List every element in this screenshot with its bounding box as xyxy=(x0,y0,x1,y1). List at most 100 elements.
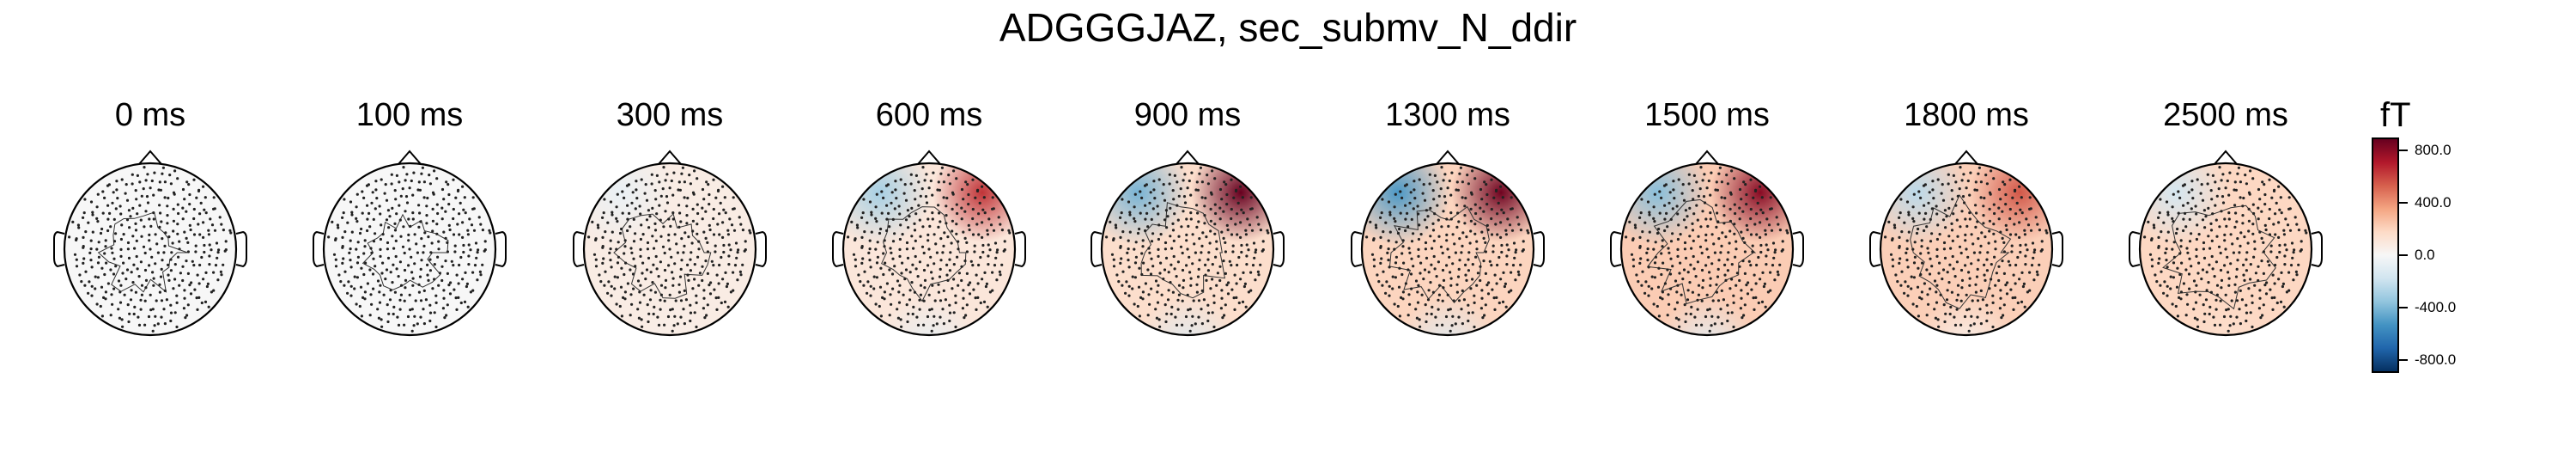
sensor-dot xyxy=(2012,273,2015,277)
sensor-dot xyxy=(1245,254,1249,258)
sensor-dot xyxy=(343,270,347,273)
sensor-dot xyxy=(629,314,632,317)
sensor-dot xyxy=(398,218,402,222)
sensor-dot xyxy=(905,303,908,307)
sensor-dot xyxy=(620,314,623,318)
sensor-dot xyxy=(403,323,406,327)
sensor-dot xyxy=(2184,225,2188,229)
sensor-dot xyxy=(103,272,106,277)
sensor-dot xyxy=(1913,255,1917,259)
sensor-dot xyxy=(1700,323,1704,327)
sensor-dot xyxy=(435,177,439,180)
sensor-dot xyxy=(1490,207,1493,211)
sensor-dot xyxy=(125,183,128,186)
sensor-dot xyxy=(1947,281,1951,284)
sensor-dot xyxy=(2247,287,2251,290)
sensor-dot xyxy=(860,235,864,239)
sensor-dot xyxy=(1721,231,1724,235)
sensor-dot xyxy=(355,220,359,223)
sensor-dot xyxy=(2210,239,2214,242)
sensor-dot xyxy=(723,300,727,303)
sensor-dot xyxy=(957,284,960,287)
sensor-dot xyxy=(701,187,705,192)
sensor-dot xyxy=(2171,247,2174,251)
sensor-dot xyxy=(437,240,440,243)
sensor-dot xyxy=(336,223,339,227)
sensor-dot xyxy=(1893,223,1896,227)
sensor-dot xyxy=(379,237,382,241)
sensor-dot xyxy=(1197,220,1200,223)
sensor-dot xyxy=(163,322,167,326)
sensor-dot xyxy=(1680,192,1684,195)
sensor-dot xyxy=(1735,272,1739,275)
sensor-dot xyxy=(663,299,666,302)
sensor-dot xyxy=(2165,239,2168,242)
field-bottom-patch xyxy=(1656,296,1759,335)
sensor-dot xyxy=(1683,241,1687,245)
sensor-dot xyxy=(1770,229,1774,232)
sensor-dot xyxy=(1387,200,1391,204)
sensor-dot xyxy=(1401,239,1405,242)
sensor-dot xyxy=(436,211,440,216)
sensor-dot xyxy=(392,305,396,308)
sensor-dot xyxy=(1225,223,1229,227)
sensor-dot xyxy=(629,268,632,272)
sensor-dot xyxy=(675,242,678,246)
sensor-dot xyxy=(1164,209,1168,212)
sensor-dot xyxy=(1473,325,1476,329)
sensor-dot xyxy=(2024,263,2027,266)
sensor-dot xyxy=(654,239,658,242)
sensor-dot xyxy=(131,281,135,284)
sensor-dot xyxy=(1658,211,1662,215)
sensor-dot xyxy=(1965,224,1969,228)
sensor-dot xyxy=(413,262,416,266)
sensor-dot xyxy=(2200,183,2203,186)
sensor-dot xyxy=(2208,305,2212,308)
sensor-dot xyxy=(1451,233,1455,236)
sensor-dot xyxy=(2204,215,2208,218)
sensor-dot xyxy=(2262,250,2265,253)
sensor-dot xyxy=(1990,263,1993,266)
sensor-dot xyxy=(1453,242,1456,246)
sensor-dot xyxy=(687,278,690,282)
sensor-dot xyxy=(870,211,873,214)
sensor-dot xyxy=(125,218,130,222)
sensor-dot xyxy=(704,236,708,240)
sensor-dot xyxy=(132,312,136,316)
sensor-dot xyxy=(854,265,858,268)
sensor-dot xyxy=(1675,301,1680,304)
sensor-dot xyxy=(1733,232,1736,235)
sensor-dot xyxy=(1496,212,1499,216)
sensor-dot xyxy=(987,217,991,221)
sensor-dots xyxy=(587,166,752,333)
sensor-dot xyxy=(1191,314,1194,318)
sensor-dot xyxy=(1381,198,1384,201)
sensor-dot xyxy=(1236,201,1240,205)
sensor-dot xyxy=(1493,273,1497,277)
sensor-dot xyxy=(1372,258,1376,261)
sensor-dot xyxy=(1197,299,1201,302)
sensor-dot xyxy=(1692,239,1695,242)
sensor-dot xyxy=(2214,204,2217,207)
head-outline xyxy=(322,162,497,337)
sensor-dot xyxy=(1433,212,1437,216)
sensor-dot xyxy=(1131,275,1134,278)
sensor-dot xyxy=(2230,299,2233,302)
sensor-dot xyxy=(1930,265,1934,268)
sensor-dot xyxy=(896,308,899,311)
sensor-dot xyxy=(678,211,682,215)
sensor-dot xyxy=(1661,297,1664,301)
sensor-dot xyxy=(109,314,112,317)
sensor-dot xyxy=(696,203,699,206)
sensor-dot xyxy=(1240,208,1243,211)
sensor-dot xyxy=(2264,228,2268,232)
sensor-dot xyxy=(1923,183,1927,186)
sensor-dot xyxy=(1471,169,1474,173)
sensor-dot xyxy=(367,183,370,186)
sensor-dot xyxy=(1457,220,1461,223)
sensor-dot xyxy=(1198,172,1201,175)
sensor-dot xyxy=(1230,178,1233,181)
sensor-dot xyxy=(2024,254,2027,258)
sensor-dot xyxy=(2227,308,2230,311)
sensor-dot xyxy=(2251,294,2254,297)
